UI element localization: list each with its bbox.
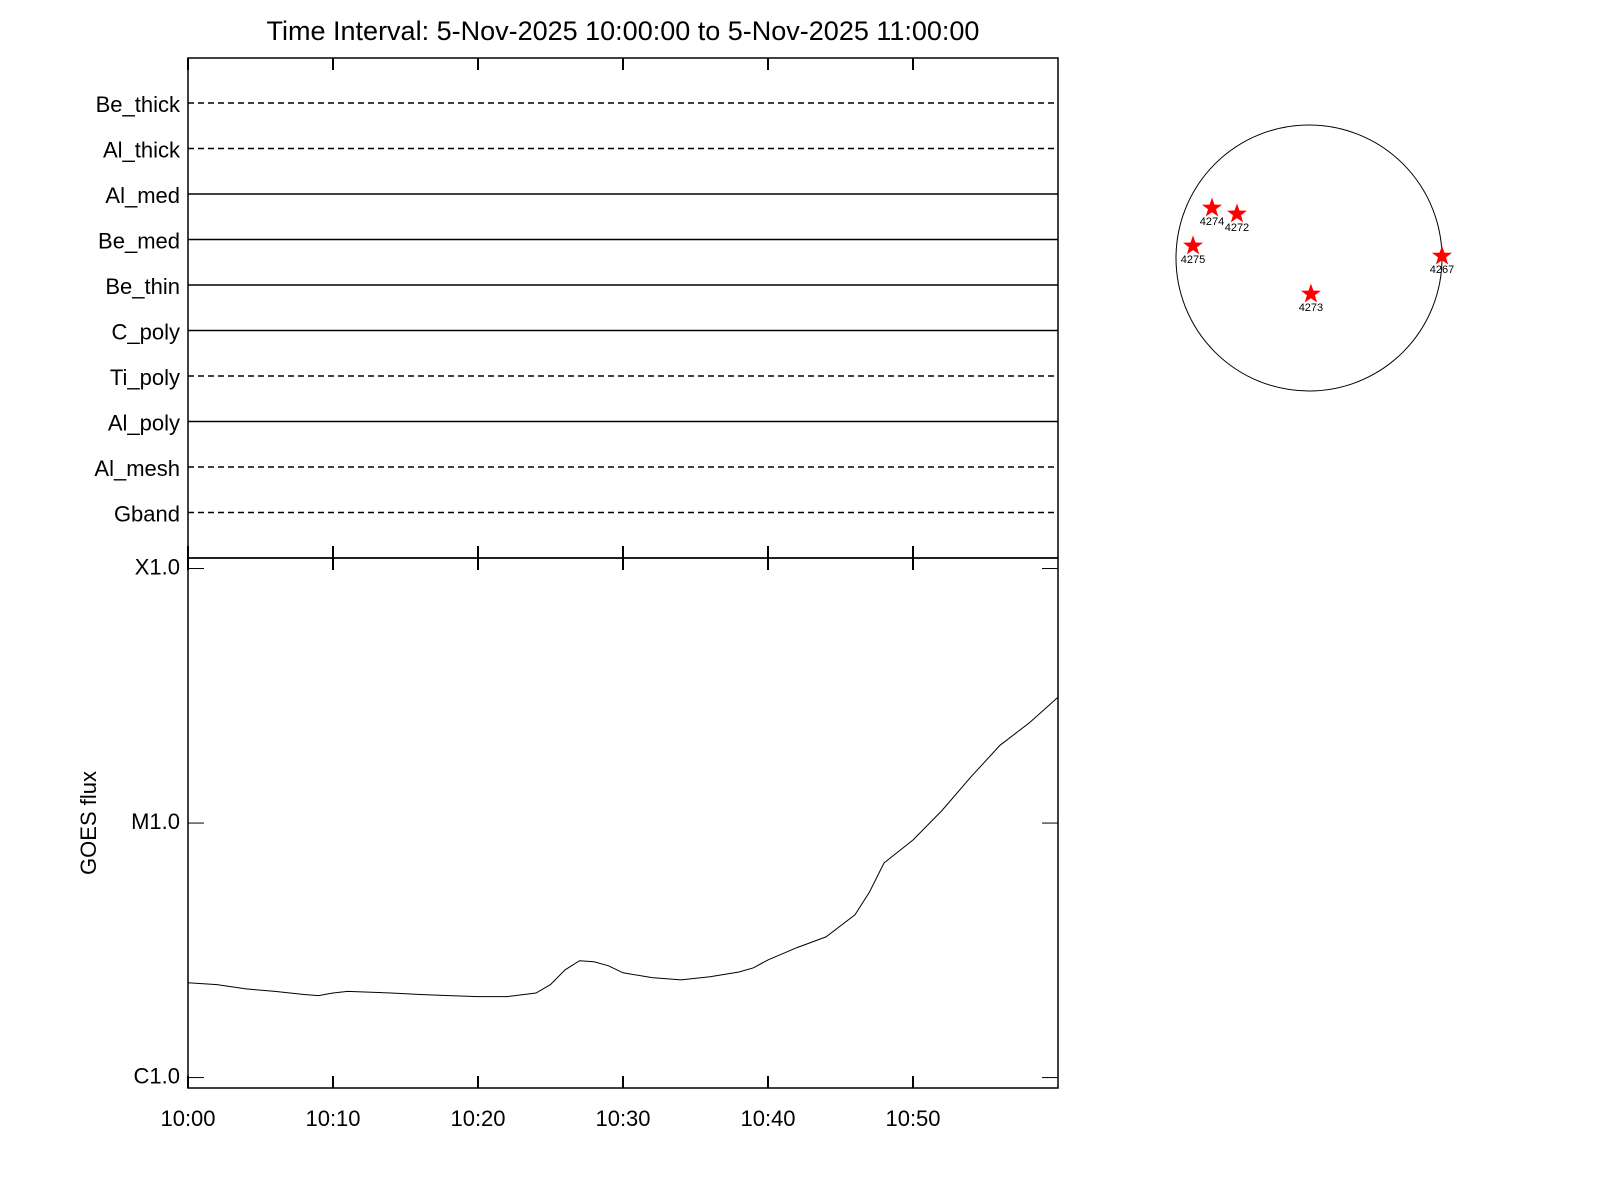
- row-label: Be_thick: [96, 92, 181, 117]
- y-tick-label: M1.0: [131, 809, 180, 834]
- region-label: 4267: [1430, 264, 1454, 276]
- row-label: Gband: [114, 501, 180, 526]
- x-tick-label: 10:20: [450, 1106, 505, 1131]
- flux-line: [187, 696, 1059, 998]
- row-label: Al_med: [105, 183, 180, 208]
- row-label: Al_mesh: [94, 456, 180, 481]
- row-label: Al_thick: [103, 137, 181, 162]
- y-tick-label: X1.0: [135, 554, 180, 579]
- region-star: [1301, 283, 1321, 303]
- region-star: [1227, 203, 1247, 223]
- top-panel-frame: [187, 57, 1059, 559]
- solar-disk: [1175, 124, 1443, 392]
- region-label: 4274: [1200, 216, 1224, 228]
- region-star: [1183, 235, 1203, 255]
- x-tick-label: 10:10: [305, 1106, 360, 1131]
- y-axis-label: GOES flux: [76, 771, 101, 875]
- region-label: 4275: [1181, 254, 1205, 266]
- row-label: C_poly: [112, 319, 180, 344]
- region-label: 4272: [1225, 222, 1249, 234]
- x-tick-label: 10:30: [595, 1106, 650, 1131]
- row-label: Be_thin: [105, 274, 180, 299]
- x-tick-label: 10:40: [740, 1106, 795, 1131]
- row-label: Be_med: [98, 228, 180, 253]
- bottom-panel-frame: [187, 557, 1059, 1089]
- x-tick-label: 10:00: [160, 1106, 215, 1131]
- y-tick-label: C1.0: [134, 1063, 180, 1088]
- region-label: 4273: [1299, 302, 1323, 314]
- x-tick-label: 10:50: [885, 1106, 940, 1131]
- row-label: Ti_poly: [110, 365, 180, 390]
- region-star: [1432, 245, 1452, 265]
- chart-title: Time Interval: 5-Nov-2025 10:00:00 to 5-…: [267, 16, 980, 46]
- region-star: [1202, 197, 1222, 217]
- row-label: Al_poly: [108, 410, 180, 435]
